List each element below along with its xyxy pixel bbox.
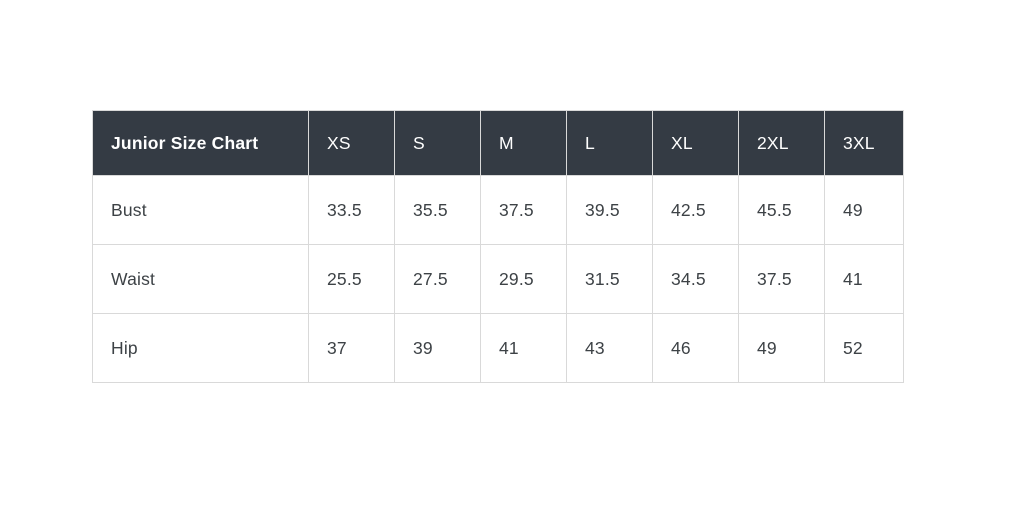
table-row-bust: Bust 33.5 35.5 37.5 39.5 42.5 45.5 49 bbox=[92, 175, 904, 245]
header-row: Junior Size Chart XS S M L XL 2XL 3XL bbox=[92, 110, 904, 176]
waist-value-xs: 25.5 bbox=[308, 244, 395, 314]
bust-value-m: 37.5 bbox=[480, 175, 567, 245]
row-label-hip: Hip bbox=[92, 313, 309, 383]
column-header-xl: XL bbox=[652, 110, 739, 176]
row-label-waist: Waist bbox=[92, 244, 309, 314]
table-row-hip: Hip 37 39 41 43 46 49 52 bbox=[92, 313, 904, 383]
column-header-m: M bbox=[480, 110, 567, 176]
hip-value-xs: 37 bbox=[308, 313, 395, 383]
column-header-2xl: 2XL bbox=[738, 110, 825, 176]
hip-value-l: 43 bbox=[566, 313, 653, 383]
row-label-bust: Bust bbox=[92, 175, 309, 245]
bust-value-2xl: 45.5 bbox=[738, 175, 825, 245]
column-header-s: S bbox=[394, 110, 481, 176]
waist-value-l: 31.5 bbox=[566, 244, 653, 314]
column-header-l: L bbox=[566, 110, 653, 176]
waist-value-m: 29.5 bbox=[480, 244, 567, 314]
hip-value-2xl: 49 bbox=[738, 313, 825, 383]
hip-value-xl: 46 bbox=[652, 313, 739, 383]
table-row-waist: Waist 25.5 27.5 29.5 31.5 34.5 37.5 41 bbox=[92, 244, 904, 314]
waist-value-3xl: 41 bbox=[824, 244, 904, 314]
size-chart-container: Junior Size Chart XS S M L XL 2XL 3XL Bu… bbox=[92, 110, 904, 383]
hip-value-s: 39 bbox=[394, 313, 481, 383]
column-header-3xl: 3XL bbox=[824, 110, 904, 176]
column-header-xs: XS bbox=[308, 110, 395, 176]
hip-value-3xl: 52 bbox=[824, 313, 904, 383]
bust-value-xs: 33.5 bbox=[308, 175, 395, 245]
table-title: Junior Size Chart bbox=[92, 110, 309, 176]
waist-value-2xl: 37.5 bbox=[738, 244, 825, 314]
hip-value-m: 41 bbox=[480, 313, 567, 383]
junior-size-chart-table: Junior Size Chart XS S M L XL 2XL 3XL Bu… bbox=[92, 110, 904, 383]
waist-value-xl: 34.5 bbox=[652, 244, 739, 314]
waist-value-s: 27.5 bbox=[394, 244, 481, 314]
bust-value-3xl: 49 bbox=[824, 175, 904, 245]
bust-value-xl: 42.5 bbox=[652, 175, 739, 245]
bust-value-s: 35.5 bbox=[394, 175, 481, 245]
bust-value-l: 39.5 bbox=[566, 175, 653, 245]
